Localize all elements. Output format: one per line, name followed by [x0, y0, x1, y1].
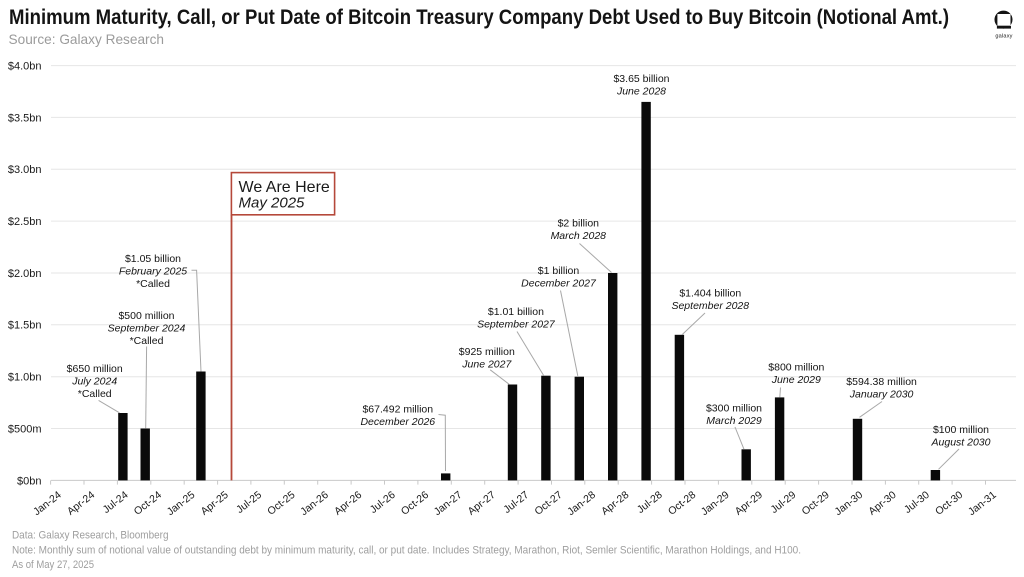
svg-text:December 2027: December 2027 [521, 278, 597, 290]
svg-text:January 2030: January 2030 [849, 389, 914, 401]
svg-text:September 2028: September 2028 [671, 300, 749, 312]
svg-text:$2 billion: $2 billion [558, 217, 600, 229]
svg-text:$1.404 billion: $1.404 billion [679, 288, 741, 300]
svg-text:$300 million: $300 million [706, 403, 762, 415]
svg-text:galaxy: galaxy [995, 34, 1012, 40]
svg-text:September 2024: September 2024 [108, 323, 186, 335]
svg-text:$1.01 billion: $1.01 billion [488, 306, 544, 318]
svg-text:Source: Galaxy Research: Source: Galaxy Research [9, 31, 165, 47]
svg-text:As of May 27, 2025: As of May 27, 2025 [12, 559, 94, 571]
svg-text:$67.492 million: $67.492 million [362, 404, 433, 416]
svg-text:$2.5bn: $2.5bn [8, 216, 42, 228]
svg-text:*Called: *Called [130, 335, 164, 347]
svg-text:Data: Galaxy Research, Bloombe: Data: Galaxy Research, Bloomberg [12, 530, 169, 542]
svg-text:May 2025: May 2025 [239, 195, 306, 212]
svg-text:$925 million: $925 million [459, 346, 515, 358]
svg-text:Note: Monthly sum of notional: Note: Monthly sum of notional value of o… [12, 545, 801, 557]
svg-text:$1.05 billion: $1.05 billion [125, 253, 181, 265]
svg-text:$0bn: $0bn [17, 475, 41, 487]
svg-text:Minimum Maturity, Call, or Put: Minimum Maturity, Call, or Put Date of B… [9, 5, 949, 29]
svg-text:$500m: $500m [8, 423, 42, 435]
svg-text:$2.0bn: $2.0bn [8, 268, 42, 280]
svg-text:$3.65 billion: $3.65 billion [613, 73, 669, 85]
svg-text:July 2024: July 2024 [71, 376, 117, 388]
svg-text:$1.0bn: $1.0bn [8, 372, 42, 384]
svg-text:$3.0bn: $3.0bn [8, 164, 42, 176]
svg-text:$500 million: $500 million [118, 310, 174, 322]
svg-text:$594.38 million: $594.38 million [846, 376, 917, 388]
svg-text:June 2027: June 2027 [461, 358, 512, 370]
svg-text:March 2029: March 2029 [706, 415, 762, 427]
svg-text:$650 million: $650 million [67, 363, 123, 375]
svg-text:$800 million: $800 million [768, 362, 824, 374]
svg-text:We Are Here: We Are Here [239, 179, 330, 196]
svg-text:December 2026: December 2026 [360, 416, 435, 428]
svg-text:$3.5bn: $3.5bn [8, 112, 42, 124]
svg-text:September 2027: September 2027 [477, 319, 556, 331]
svg-text:June 2029: June 2029 [771, 374, 821, 386]
svg-text:$1.5bn: $1.5bn [8, 320, 42, 332]
svg-text:February 2025: February 2025 [119, 266, 187, 278]
svg-text:*Called: *Called [136, 278, 170, 290]
svg-text:August 2030: August 2030 [931, 437, 991, 449]
svg-text:$100 million: $100 million [933, 424, 989, 436]
svg-text:June 2028: June 2028 [616, 86, 666, 98]
svg-text:March 2028: March 2028 [551, 230, 607, 242]
svg-text:$4.0bn: $4.0bn [8, 61, 42, 73]
svg-text:$1 billion: $1 billion [538, 265, 580, 277]
svg-text:*Called: *Called [78, 388, 112, 400]
